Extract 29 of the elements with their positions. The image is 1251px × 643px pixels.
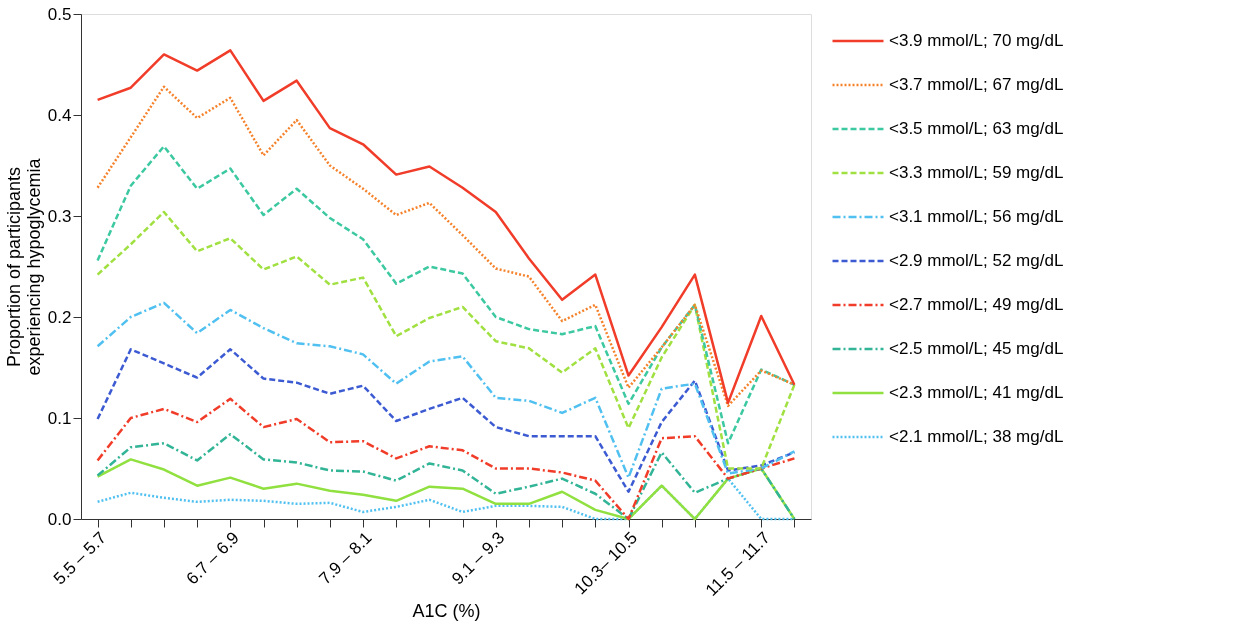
y-tick-label: 0.4 xyxy=(47,105,72,125)
y-tick-label: 0.0 xyxy=(47,509,72,529)
line-series xyxy=(96,301,796,479)
line-series xyxy=(96,145,796,445)
legend-label: <2.9 mmol/L; 52 mg/dL xyxy=(889,251,1064,270)
y-tick-label: 0.1 xyxy=(47,408,72,428)
y-tick-label: 0.2 xyxy=(47,307,72,327)
legend-label: <2.7 mmol/L; 49 mg/dL xyxy=(889,295,1064,314)
line-series xyxy=(96,210,796,470)
line-series xyxy=(96,397,796,521)
x-tick-label: 7.9 – 8.1 xyxy=(315,528,376,589)
legend-label: <2.3 mmol/L; 41 mg/dL xyxy=(889,383,1064,402)
legend-label: <3.7 mmol/L; 67 mg/dL xyxy=(889,75,1064,94)
legend-label: <3.3 mmol/L; 59 mg/dL xyxy=(889,163,1064,182)
x-tick-label: 6.7 – 6.9 xyxy=(182,528,243,589)
legend-label: <3.9 mmol/L; 70 mg/dL xyxy=(889,31,1064,50)
x-tick-label: 9.1 – 9.3 xyxy=(448,528,509,589)
legend-label: <3.5 mmol/L; 63 mg/dL xyxy=(889,119,1064,138)
y-axis-title: Proportion of participants experiencing hypoglycemia xyxy=(3,157,44,376)
line-series xyxy=(96,348,796,493)
line-series xyxy=(96,458,796,521)
legend-label: <3.1 mmol/L; 56 mg/dL xyxy=(889,207,1064,226)
legend-label: <2.5 mmol/L; 45 mg/dL xyxy=(889,339,1064,358)
y-tick-label: 0.3 xyxy=(47,206,72,226)
x-axis-title: A1C (%) xyxy=(412,601,481,622)
x-tick-label: 5.5 – 5.7 xyxy=(49,528,111,589)
line-series xyxy=(96,432,796,521)
y-tick-label: 0.5 xyxy=(47,4,72,24)
legend-label: <2.1 mmol/L; 38 mg/dL xyxy=(889,427,1064,446)
